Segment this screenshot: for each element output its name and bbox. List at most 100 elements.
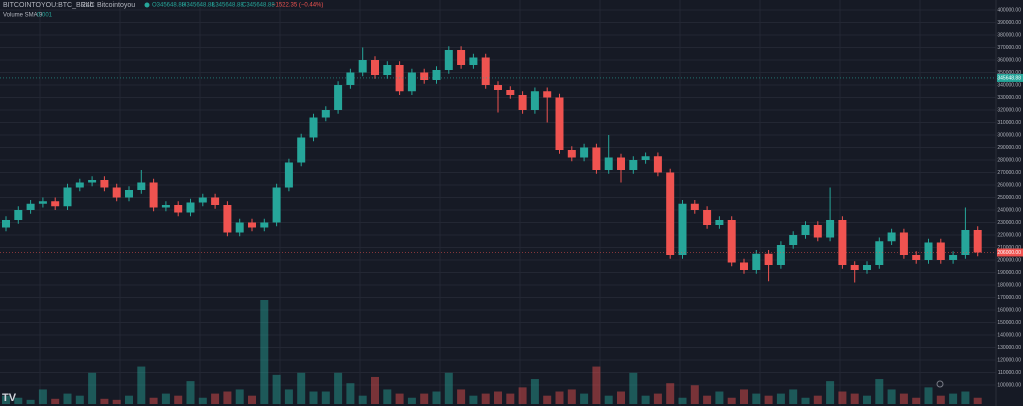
volume-bar bbox=[149, 397, 158, 404]
volume-bar bbox=[371, 376, 379, 404]
candle-body bbox=[543, 91, 552, 98]
candle-body bbox=[321, 110, 330, 118]
candle-body bbox=[51, 201, 60, 207]
candle-body bbox=[161, 205, 170, 208]
volume-bar bbox=[2, 395, 10, 404]
y-tick-label: 290000.00 bbox=[997, 145, 1021, 151]
candle-body bbox=[518, 95, 527, 110]
volume-bar bbox=[260, 300, 269, 404]
candle-body bbox=[752, 253, 761, 270]
volume-bar bbox=[949, 393, 958, 404]
candle-body bbox=[826, 220, 835, 238]
candle-body bbox=[617, 157, 625, 170]
candle-body bbox=[334, 85, 343, 110]
candle-body bbox=[444, 50, 453, 70]
candle-body bbox=[629, 160, 638, 170]
candle-body bbox=[432, 70, 441, 80]
candle-body bbox=[186, 202, 195, 213]
logo: TV bbox=[2, 392, 17, 404]
volume-bar bbox=[838, 391, 847, 404]
candle-body bbox=[469, 57, 478, 65]
y-tick-label: 190000.00 bbox=[997, 270, 1021, 276]
volume-bar bbox=[272, 374, 281, 404]
candle-body bbox=[383, 65, 392, 75]
volume-bar bbox=[186, 381, 195, 404]
candle-body bbox=[530, 91, 539, 110]
y-tick-label: 180000.00 bbox=[997, 282, 1021, 288]
y-tick-label: 100000.00 bbox=[997, 382, 1021, 388]
candle-body bbox=[494, 85, 502, 90]
y-tick-label: 400000.00 bbox=[997, 7, 1021, 13]
volume-bar bbox=[481, 393, 490, 404]
candle-body bbox=[838, 220, 847, 265]
y-tick-label: 390000.00 bbox=[997, 20, 1021, 26]
candle-body bbox=[850, 265, 859, 270]
candle-body bbox=[813, 225, 822, 238]
volume-bar bbox=[567, 389, 576, 404]
y-tick-label: 360000.00 bbox=[997, 57, 1021, 63]
settings-icon[interactable] bbox=[936, 380, 944, 388]
y-tick-label: 240000.00 bbox=[997, 207, 1021, 213]
volume-bar bbox=[112, 399, 121, 404]
y-tick-label: 200000.00 bbox=[997, 257, 1021, 263]
y-tick-label: 210000.00 bbox=[997, 245, 1021, 251]
volume-bar bbox=[297, 372, 306, 404]
candle-body bbox=[284, 162, 293, 188]
volume-bar bbox=[617, 391, 625, 404]
candle-body bbox=[26, 203, 35, 210]
volume-bar bbox=[420, 393, 429, 404]
candle-body bbox=[481, 57, 490, 85]
candles bbox=[0, 46, 996, 283]
status-dot bbox=[144, 2, 150, 8]
volume-bar bbox=[198, 397, 207, 404]
candle-body bbox=[75, 182, 84, 188]
y-tick-label: 230000.00 bbox=[997, 220, 1021, 226]
candle-body bbox=[961, 230, 970, 255]
candle-body bbox=[641, 156, 650, 160]
volume-bar bbox=[26, 399, 35, 404]
candle-body bbox=[358, 60, 367, 73]
volume-bar bbox=[457, 389, 466, 404]
candle-body bbox=[174, 205, 183, 213]
volume-bar bbox=[641, 395, 650, 404]
volume-bar bbox=[813, 395, 822, 404]
price-label: 345648.88 bbox=[997, 75, 1021, 81]
volume-bar bbox=[432, 391, 441, 404]
volume-bar bbox=[973, 397, 982, 404]
volume-bar bbox=[346, 383, 355, 404]
candle-body bbox=[88, 180, 97, 183]
candle-body bbox=[235, 222, 244, 233]
candle-body bbox=[555, 97, 564, 150]
volume-bar bbox=[875, 379, 884, 404]
candle-body bbox=[764, 253, 773, 265]
candle-body bbox=[112, 187, 121, 198]
candle-body bbox=[703, 210, 712, 225]
ohlc-value: H345648.88 bbox=[182, 3, 215, 9]
y-tick-label: 380000.00 bbox=[997, 32, 1021, 38]
volume-bar bbox=[100, 398, 109, 404]
y-tick-label: 260000.00 bbox=[997, 182, 1021, 188]
volume-bar bbox=[137, 366, 146, 404]
candle-body bbox=[789, 235, 798, 245]
volume-bar bbox=[395, 393, 404, 404]
candle-body bbox=[63, 187, 72, 207]
volume-bar bbox=[38, 389, 47, 404]
volume-bar bbox=[887, 389, 896, 404]
volume-bar bbox=[223, 391, 232, 404]
volume-bar bbox=[936, 395, 945, 404]
volume-bar bbox=[530, 379, 539, 404]
candle-body bbox=[863, 265, 871, 270]
candle-body bbox=[198, 197, 207, 203]
candle-body bbox=[801, 225, 810, 235]
volume-bar bbox=[899, 393, 908, 404]
volume-bar bbox=[740, 389, 748, 404]
candle-body bbox=[309, 117, 318, 138]
volume-bar bbox=[653, 393, 662, 404]
grid bbox=[0, 0, 996, 406]
candle-body bbox=[420, 72, 429, 80]
volume-indicator-value: 0.001 bbox=[37, 13, 53, 19]
candle-body bbox=[248, 222, 256, 228]
ohlc-value: C345648.88 bbox=[242, 3, 275, 9]
y-tick-label: 350000.00 bbox=[997, 70, 1021, 76]
